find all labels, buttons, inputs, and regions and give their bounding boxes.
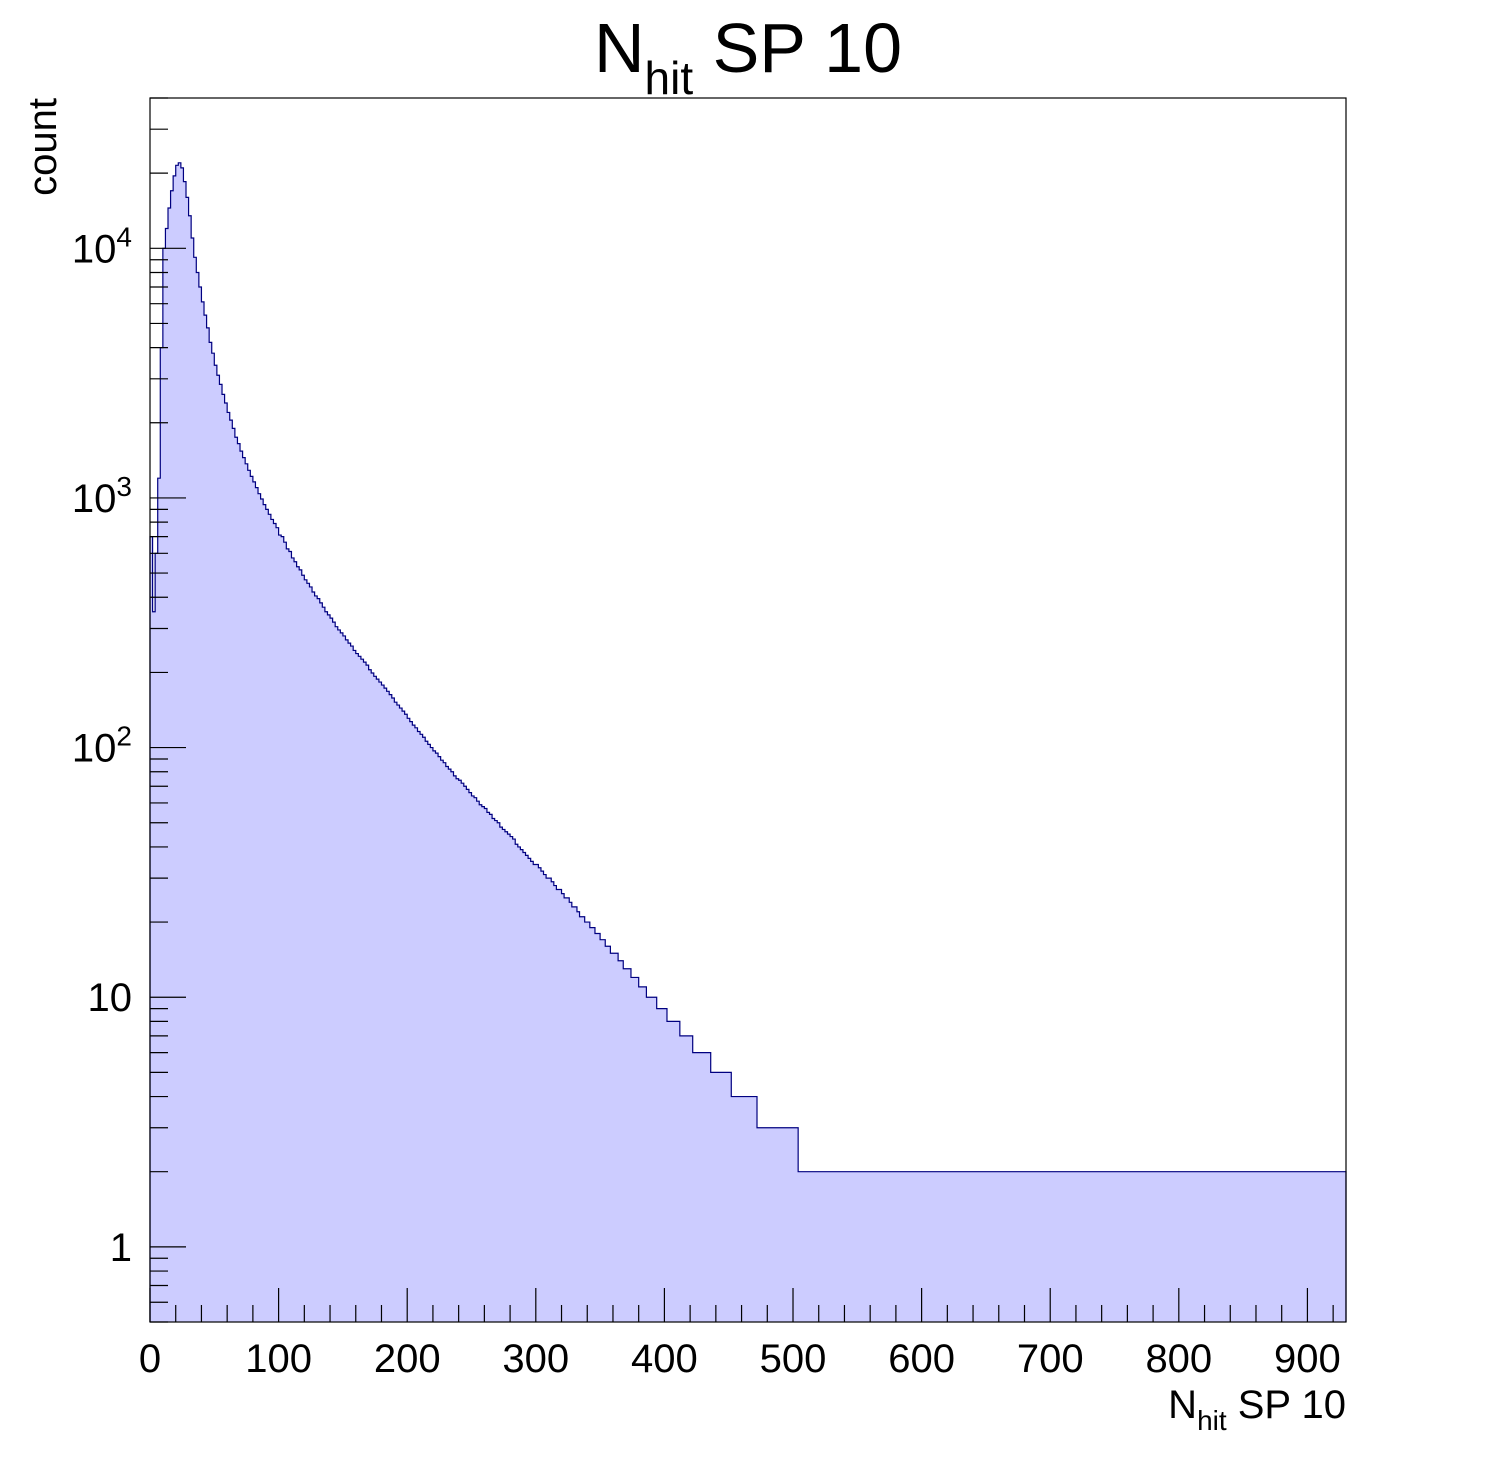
x-tick-label: 400 xyxy=(631,1337,698,1381)
x-tick-label: 800 xyxy=(1145,1337,1212,1381)
plot-frame xyxy=(149,97,1347,1323)
x-tick-label: 700 xyxy=(1017,1337,1084,1381)
y-tick-label: 103 xyxy=(72,471,132,521)
title-main: N xyxy=(594,9,645,87)
title-subscript: hit xyxy=(645,52,694,104)
y-tick-base: 1 xyxy=(110,1226,132,1270)
xlabel-main: N xyxy=(1168,1383,1197,1427)
y-tick-label: 1 xyxy=(110,1226,132,1270)
y-tick-label: 104 xyxy=(72,221,132,271)
y-tick-exponent: 4 xyxy=(116,221,132,252)
x-tick-label: 600 xyxy=(888,1337,955,1381)
y-tick-label: 10 xyxy=(88,976,133,1020)
histogram-fill xyxy=(150,162,1346,1323)
y-tick-base: 10 xyxy=(72,227,117,271)
y-tick-label: 102 xyxy=(72,721,132,771)
x-tick-label: 900 xyxy=(1274,1337,1341,1381)
y-tick-base: 10 xyxy=(72,477,117,521)
x-tick-label: 500 xyxy=(760,1337,827,1381)
xlabel-rest: SP 10 xyxy=(1227,1383,1346,1427)
y-tick-base: 10 xyxy=(72,727,117,771)
histogram-outline xyxy=(149,162,1347,1322)
x-tick-label: 200 xyxy=(374,1337,441,1381)
y-axis-label: count xyxy=(21,98,65,196)
y-tick-base: 10 xyxy=(88,976,133,1020)
histogram-bars xyxy=(149,162,1347,1323)
chart-title: Nhit SP 10 xyxy=(594,9,902,104)
xlabel-subscript: hit xyxy=(1197,1405,1227,1436)
y-tick-exponent: 2 xyxy=(116,721,132,752)
x-tick-label: 300 xyxy=(502,1337,569,1381)
x-axis-label: Nhit SP 10 xyxy=(1168,1383,1346,1436)
x-tick-label: 0 xyxy=(139,1337,161,1381)
y-tick-exponent: 3 xyxy=(116,471,132,502)
x-axis: 0 100 200 300 400 500 600 700 800 900 xyxy=(139,1288,1341,1381)
title-rest: SP 10 xyxy=(693,9,902,87)
x-tick-label: 100 xyxy=(245,1337,312,1381)
